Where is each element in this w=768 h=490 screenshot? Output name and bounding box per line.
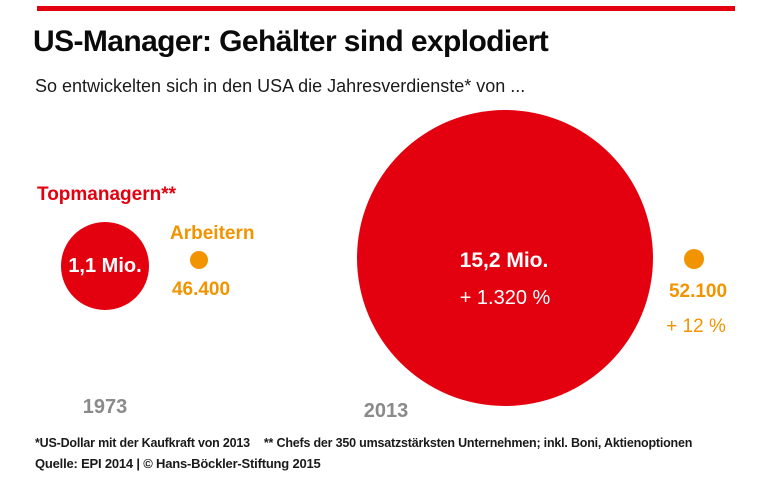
- top-accent-rule: [37, 6, 735, 11]
- bubble-topmanager-2013: [357, 110, 653, 406]
- series-label-topmanager: Topmanagern**: [37, 184, 177, 205]
- year-label-1973: 1973: [82, 396, 128, 418]
- change-arbeiter-2013: + 12 %: [666, 316, 726, 337]
- subtitle: So entwickelten sich in den USA die Jahr…: [35, 76, 526, 96]
- year-label-2013: 2013: [363, 400, 409, 422]
- page-title: US-Manager: Gehälter sind explodiert: [33, 25, 549, 58]
- footnote-kaufkraft: *US-Dollar mit der Kaufkraft von 2013: [35, 436, 250, 450]
- bubble-topmanager-2013-value: 15,2 Mio.: [459, 249, 549, 272]
- bubble-arbeiter-2013: [684, 249, 704, 269]
- bubble-topmanager-1973-value: 1,1 Mio.: [68, 254, 142, 277]
- bubble-topmanager-1973: 1,1 Mio.: [61, 222, 149, 310]
- bubble-arbeiter-1973: [190, 251, 208, 269]
- value-arbeiter-1973: 46.400: [171, 279, 231, 300]
- series-label-arbeiter: Arbeitern: [170, 223, 255, 244]
- footnote-line: *US-Dollar mit der Kaufkraft von 2013 ** …: [35, 436, 692, 450]
- footnote-chefs: ** Chefs der 350 umsatzstärksten Unterne…: [263, 436, 693, 450]
- value-arbeiter-2013: 52.100: [668, 281, 728, 302]
- bubble-topmanager-2013-change: + 1.320 %: [459, 287, 551, 309]
- source-credit: Quelle: EPI 2014 | © Hans-Böckler-Stiftu…: [35, 456, 321, 471]
